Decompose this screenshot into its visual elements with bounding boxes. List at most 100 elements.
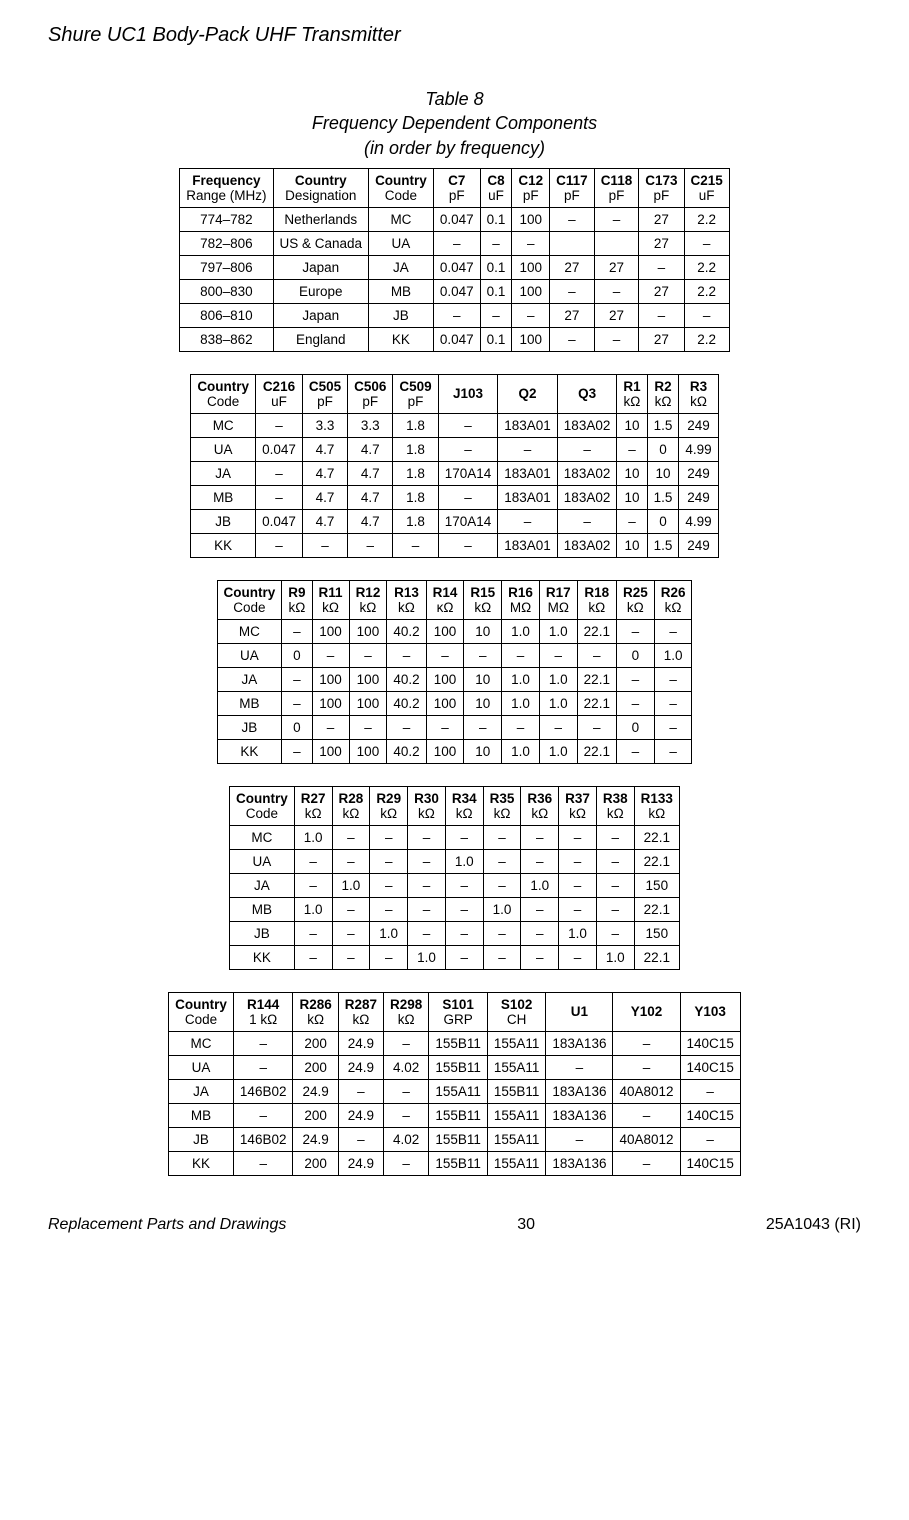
cell: 200 (293, 1151, 338, 1175)
cell: 10 (617, 413, 647, 437)
cell: 0.047 (433, 255, 480, 279)
column-header: R14κΩ (426, 580, 464, 619)
cell: 0.1 (480, 207, 512, 231)
column-header: R11kΩ (312, 580, 349, 619)
cell: – (408, 921, 446, 945)
cell: – (233, 1151, 293, 1175)
cell: 27 (550, 255, 595, 279)
cell: – (483, 873, 521, 897)
cell: 4.02 (384, 1127, 429, 1151)
cell: – (370, 897, 408, 921)
cell: 24.9 (338, 1055, 383, 1079)
column-header: R287kΩ (338, 992, 383, 1031)
cell: 0.1 (480, 255, 512, 279)
table-caption: Table 8 Frequency Dependent Components (… (48, 87, 861, 160)
cell: 1.0 (539, 691, 577, 715)
table-row: UA0.0474.74.71.8––––04.99 (191, 437, 718, 461)
cell: 183A01 (498, 533, 558, 557)
cell: – (577, 643, 616, 667)
cell: 4.7 (348, 437, 393, 461)
table-row: 797–806JapanJA0.0470.11002727–2.2 (180, 255, 730, 279)
cell: 10 (617, 533, 647, 557)
column-header: R3kΩ (679, 374, 718, 413)
cell: 155A11 (487, 1055, 546, 1079)
column-header: R36kΩ (521, 786, 559, 825)
cell (594, 231, 639, 255)
cell: 155B11 (429, 1151, 488, 1175)
column-header: U1 (546, 992, 613, 1031)
cell: – (654, 715, 692, 739)
table-row: JA146B0224.9––155A11155B11183A13640A8012… (169, 1079, 741, 1103)
cell: – (294, 945, 332, 969)
cell: – (294, 921, 332, 945)
cell: – (348, 533, 393, 557)
cell: 146B02 (233, 1127, 293, 1151)
cell: – (480, 303, 512, 327)
cell: 0.1 (480, 327, 512, 351)
cell: 155B11 (429, 1103, 488, 1127)
cell: – (445, 825, 483, 849)
cell: 1.8 (393, 485, 438, 509)
cell: UA (169, 1055, 234, 1079)
cell: 183A01 (498, 461, 558, 485)
column-header: R25kΩ (616, 580, 654, 619)
cell: 2.2 (684, 255, 729, 279)
cell: – (613, 1103, 680, 1127)
cell: UA (191, 437, 256, 461)
cell: 806–810 (180, 303, 273, 327)
cell: – (613, 1151, 680, 1175)
table-row: MB–4.74.71.8–183A01183A02101.5249 (191, 485, 718, 509)
cell: – (332, 897, 370, 921)
cell: 22.1 (634, 825, 679, 849)
cell: – (654, 667, 692, 691)
cell: 100 (349, 739, 387, 763)
table-row: UA0––––––––01.0 (217, 643, 692, 667)
cell: 155B11 (429, 1031, 488, 1055)
column-header: C12pF (512, 168, 550, 207)
column-header: R17MΩ (539, 580, 577, 619)
cell: 183A02 (557, 533, 617, 557)
components-table-4: CountryCodeR27kΩR28kΩR29kΩR30kΩR34kΩR35k… (229, 786, 680, 970)
cell: 0.047 (433, 327, 480, 351)
cell: – (521, 945, 559, 969)
column-header: CountryCode (191, 374, 256, 413)
cell: 1.0 (559, 921, 597, 945)
cell: 4.02 (384, 1055, 429, 1079)
components-table-3: CountryCodeR9kΩR11kΩR12kΩR13kΩR14κΩR15kΩ… (217, 580, 693, 764)
column-header: R37kΩ (559, 786, 597, 825)
column-header: C117pF (550, 168, 595, 207)
cell: 1.0 (596, 945, 634, 969)
cell: MB (369, 279, 434, 303)
cell: – (370, 825, 408, 849)
cell: – (596, 873, 634, 897)
components-table-5: CountryCodeR1441 kΩR286kΩR287kΩR298kΩS10… (168, 992, 741, 1176)
table-row: UA––––1.0––––22.1 (230, 849, 680, 873)
cell: – (256, 461, 303, 485)
cell: 1.0 (539, 667, 577, 691)
cell: – (332, 849, 370, 873)
page-footer: Replacement Parts and Drawings 30 25A104… (48, 1216, 861, 1234)
table-row: JB0.0474.74.71.8170A14–––04.99 (191, 509, 718, 533)
cell: 24.9 (293, 1079, 338, 1103)
cell: 249 (679, 413, 718, 437)
cell: JA (169, 1079, 234, 1103)
cell: 1.8 (393, 461, 438, 485)
cell: Netherlands (273, 207, 369, 231)
column-header: C215uF (684, 168, 729, 207)
cell: – (433, 303, 480, 327)
column-header: C505pF (302, 374, 347, 413)
cell: 150 (634, 873, 679, 897)
cell: – (438, 533, 498, 557)
cell: – (483, 945, 521, 969)
cell: 100 (349, 667, 387, 691)
cell: 0.047 (256, 437, 303, 461)
column-header: C216uF (256, 374, 303, 413)
cell: – (502, 715, 540, 739)
column-header: R15kΩ (464, 580, 502, 619)
cell: – (426, 643, 464, 667)
cell: – (559, 849, 597, 873)
column-header: FrequencyRange (MHz) (180, 168, 273, 207)
cell: – (433, 231, 480, 255)
cell: JB (169, 1127, 234, 1151)
cell: 1.5 (647, 533, 679, 557)
